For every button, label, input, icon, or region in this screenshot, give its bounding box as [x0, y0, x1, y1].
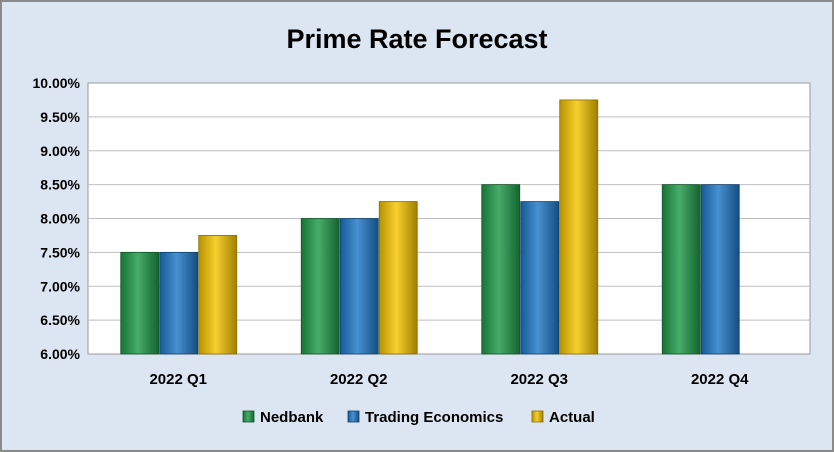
- y-tick-label: 7.00%: [40, 278, 80, 294]
- y-tick-label: 8.00%: [40, 211, 80, 227]
- bar-nedbank-1: [300, 218, 340, 355]
- bar-actual-2: [559, 99, 599, 355]
- bar-trading-economics-3: [700, 184, 740, 355]
- bar-actual-1: [378, 201, 418, 355]
- y-tick-label: 6.00%: [40, 346, 80, 362]
- legend-swatch-actual: [531, 410, 544, 423]
- y-tick-label: 8.50%: [40, 177, 80, 193]
- y-tick-label: 7.50%: [40, 244, 80, 260]
- bar-nedbank-2: [481, 184, 521, 355]
- x-axis-ticks: 2022 Q1 2022 Q2 2022 Q3 2022 Q4: [149, 371, 749, 388]
- bar-actual-0: [198, 235, 238, 355]
- y-tick-label: 9.50%: [40, 109, 80, 125]
- bar-trading-economics-1: [339, 218, 379, 355]
- bar-nedbank-3: [661, 184, 701, 355]
- legend: Nedbank Trading Economics Actual: [242, 409, 595, 426]
- bar-trading-economics-0: [159, 251, 199, 355]
- chart-title: Prime Rate Forecast: [286, 24, 547, 54]
- x-tick-label: 2022 Q2: [330, 371, 388, 388]
- y-axis-ticks: 6.00% 6.50% 7.00% 7.50% 8.00% 8.50% 9.00% 9.50%…: [33, 75, 81, 362]
- bar-trading-economics-2: [520, 201, 560, 355]
- legend-label-trading-economics: Trading Economics: [365, 409, 503, 426]
- x-tick-label: 2022 Q1: [149, 371, 207, 388]
- x-tick-label: 2022 Q4: [691, 371, 749, 388]
- y-tick-label: 6.50%: [40, 312, 80, 328]
- y-tick-label: 10.00%: [33, 75, 81, 91]
- y-tick-label: 9.00%: [40, 143, 80, 159]
- legend-label-nedbank: Nedbank: [260, 409, 324, 426]
- legend-swatch-trading-economics: [347, 410, 360, 423]
- bar-nedbank-0: [120, 251, 160, 355]
- x-tick-label: 2022 Q3: [510, 371, 568, 388]
- legend-label-actual: Actual: [549, 409, 595, 426]
- legend-swatch-nedbank: [242, 410, 255, 423]
- bars: [120, 99, 740, 355]
